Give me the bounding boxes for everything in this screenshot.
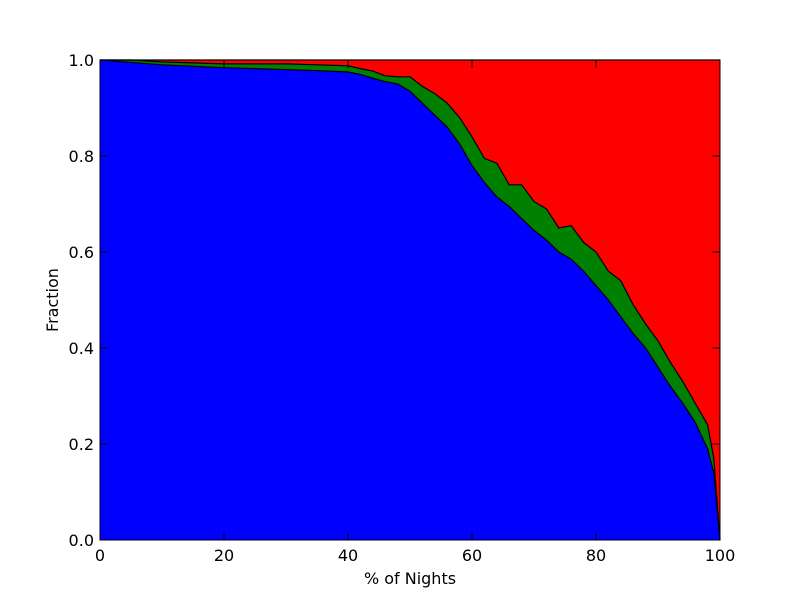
x-tick-label: 60 (462, 546, 482, 565)
x-tick-label: 40 (338, 546, 358, 565)
y-axis-ticks: 0.0 0.2 0.4 0.6 0.8 1.0 (69, 51, 720, 550)
x-tick-label: 0 (95, 546, 105, 565)
area-series-1 (100, 60, 720, 540)
x-axis-label: % of Nights (364, 569, 456, 588)
series-boundary-line-1 (99, 59, 721, 541)
x-axis-ticks: 0 20 40 60 80 100 (95, 60, 735, 565)
x-tick-label: 20 (214, 546, 234, 565)
series-boundary-line-2 (100, 59, 721, 541)
x-tick-label: 80 (586, 546, 606, 565)
y-axis-label: Fraction (43, 268, 62, 332)
y-tick-label: 0.2 (69, 435, 94, 454)
y-tick-label: 0.6 (69, 243, 94, 262)
area-layers (100, 60, 720, 540)
y-tick-label: 0.4 (69, 339, 94, 358)
plot-frame (99, 59, 721, 541)
x-tick-label: 100 (705, 546, 736, 565)
area-series-3 (100, 60, 720, 540)
y-tick-label: 1.0 (69, 51, 94, 70)
y-tick-label: 0.8 (69, 147, 94, 166)
y-tick-label: 0.0 (69, 531, 94, 550)
